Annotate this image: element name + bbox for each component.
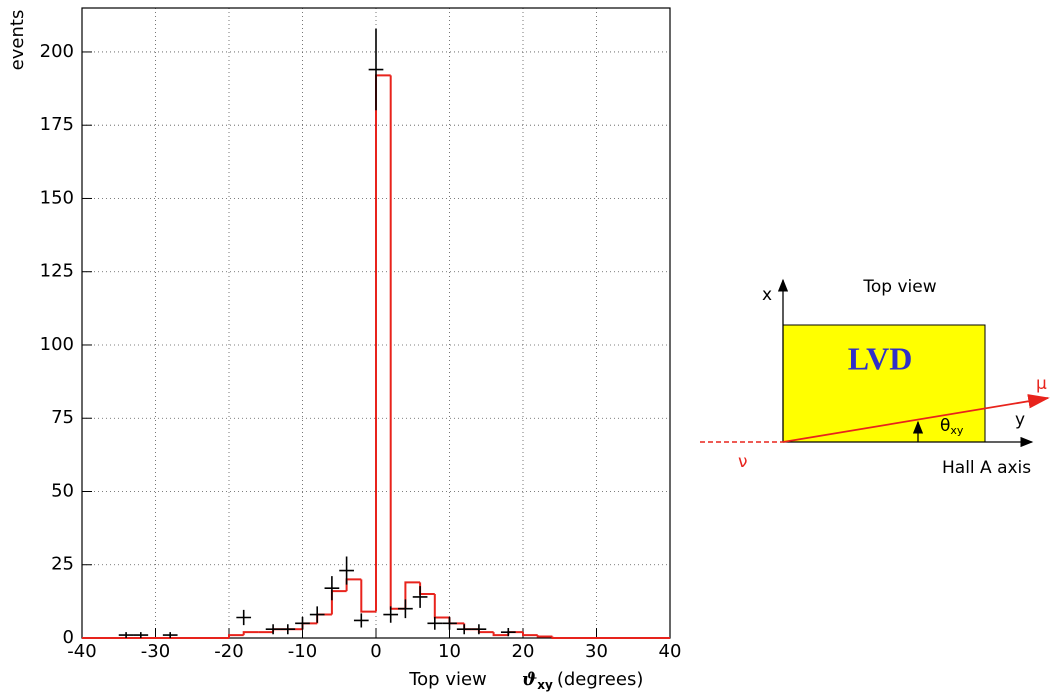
x-tick-label: -20	[214, 641, 243, 662]
data-point	[412, 586, 428, 608]
histogram-step	[330, 590, 347, 615]
histogram-step	[448, 617, 465, 625]
data-point	[118, 632, 134, 638]
muon-label: μ	[1036, 374, 1047, 394]
x-tick-label: 30	[585, 641, 608, 662]
data-point	[442, 616, 457, 630]
y-tick-label: 100	[40, 334, 74, 355]
histogram-step	[463, 623, 479, 631]
plot-frame	[81, 7, 671, 639]
diagram-title: Top view	[862, 277, 936, 297]
x-tick-label: 0	[370, 641, 381, 662]
x-axis-unit: (degrees)	[557, 669, 644, 690]
histogram-step	[404, 581, 421, 609]
y-tick-label: 125	[40, 261, 74, 282]
histogram-step	[345, 578, 362, 592]
diagram: Top view LVD x y μ ν θxy Hall A axis	[700, 277, 1050, 478]
data-point	[383, 606, 399, 623]
histogram-step	[316, 613, 332, 624]
histogram-step	[536, 635, 553, 638]
angle-symbol: θ	[940, 416, 950, 436]
x-tick-label: -10	[288, 641, 317, 662]
x-axis-symbol: ϑ	[522, 669, 537, 690]
histogram-step	[433, 594, 450, 619]
histogram-step	[522, 632, 538, 637]
x-axis-sub: xy	[537, 678, 553, 692]
data-point	[427, 616, 443, 630]
data-point	[368, 28, 384, 111]
y-tick-label: 50	[51, 480, 74, 501]
y-tick-label: 75	[51, 407, 74, 428]
histogram-step	[242, 631, 259, 636]
neutrino-label: ν	[738, 452, 748, 472]
x-tick-label: -40	[67, 641, 96, 662]
y-tick-label: 25	[51, 554, 74, 575]
y-tick-label: 200	[40, 41, 74, 62]
y-axis-label: events	[7, 10, 28, 71]
angle-sub: xy	[950, 424, 964, 437]
y-tick-label: 175	[40, 114, 74, 135]
data-point	[324, 576, 340, 601]
y-tick-label: 150	[40, 187, 74, 208]
data-point	[133, 632, 149, 638]
data-point	[456, 624, 472, 635]
x-tick-label: -30	[141, 641, 170, 662]
data-point	[236, 609, 252, 626]
histogram-step	[228, 634, 244, 638]
histogram-step	[360, 579, 376, 613]
y-tick-label: 0	[63, 627, 74, 648]
data-point	[295, 616, 310, 630]
data-point	[353, 613, 369, 628]
x-axis-label: ϑxy (degrees)	[522, 669, 643, 692]
x-axis-name: x	[762, 285, 772, 305]
x-tick-label: 10	[438, 641, 461, 662]
data-point	[471, 624, 487, 635]
x-tick-label: 20	[512, 641, 535, 662]
hall-axis-label: Hall A axis	[942, 458, 1031, 478]
x-axis-prefix: Top view	[408, 669, 487, 690]
histogram-step	[551, 636, 568, 639]
detector-box	[782, 324, 986, 443]
box-label: LVD	[848, 340, 913, 376]
x-tick-label: 40	[659, 641, 682, 662]
histogram-step	[419, 582, 435, 596]
histogram-step	[389, 75, 406, 610]
data-point	[339, 556, 354, 585]
data-point	[162, 632, 178, 638]
data-point	[280, 624, 296, 635]
data-point	[500, 628, 516, 637]
histogram-step	[301, 622, 318, 630]
data-point	[398, 599, 413, 619]
data-point	[309, 606, 325, 623]
histogram-step	[375, 74, 391, 612]
muon-track	[782, 394, 1050, 443]
angle-label: θxy	[940, 416, 964, 437]
histogram-step	[492, 632, 509, 637]
data-point	[265, 624, 281, 635]
y-axis-name: y	[1015, 410, 1025, 430]
